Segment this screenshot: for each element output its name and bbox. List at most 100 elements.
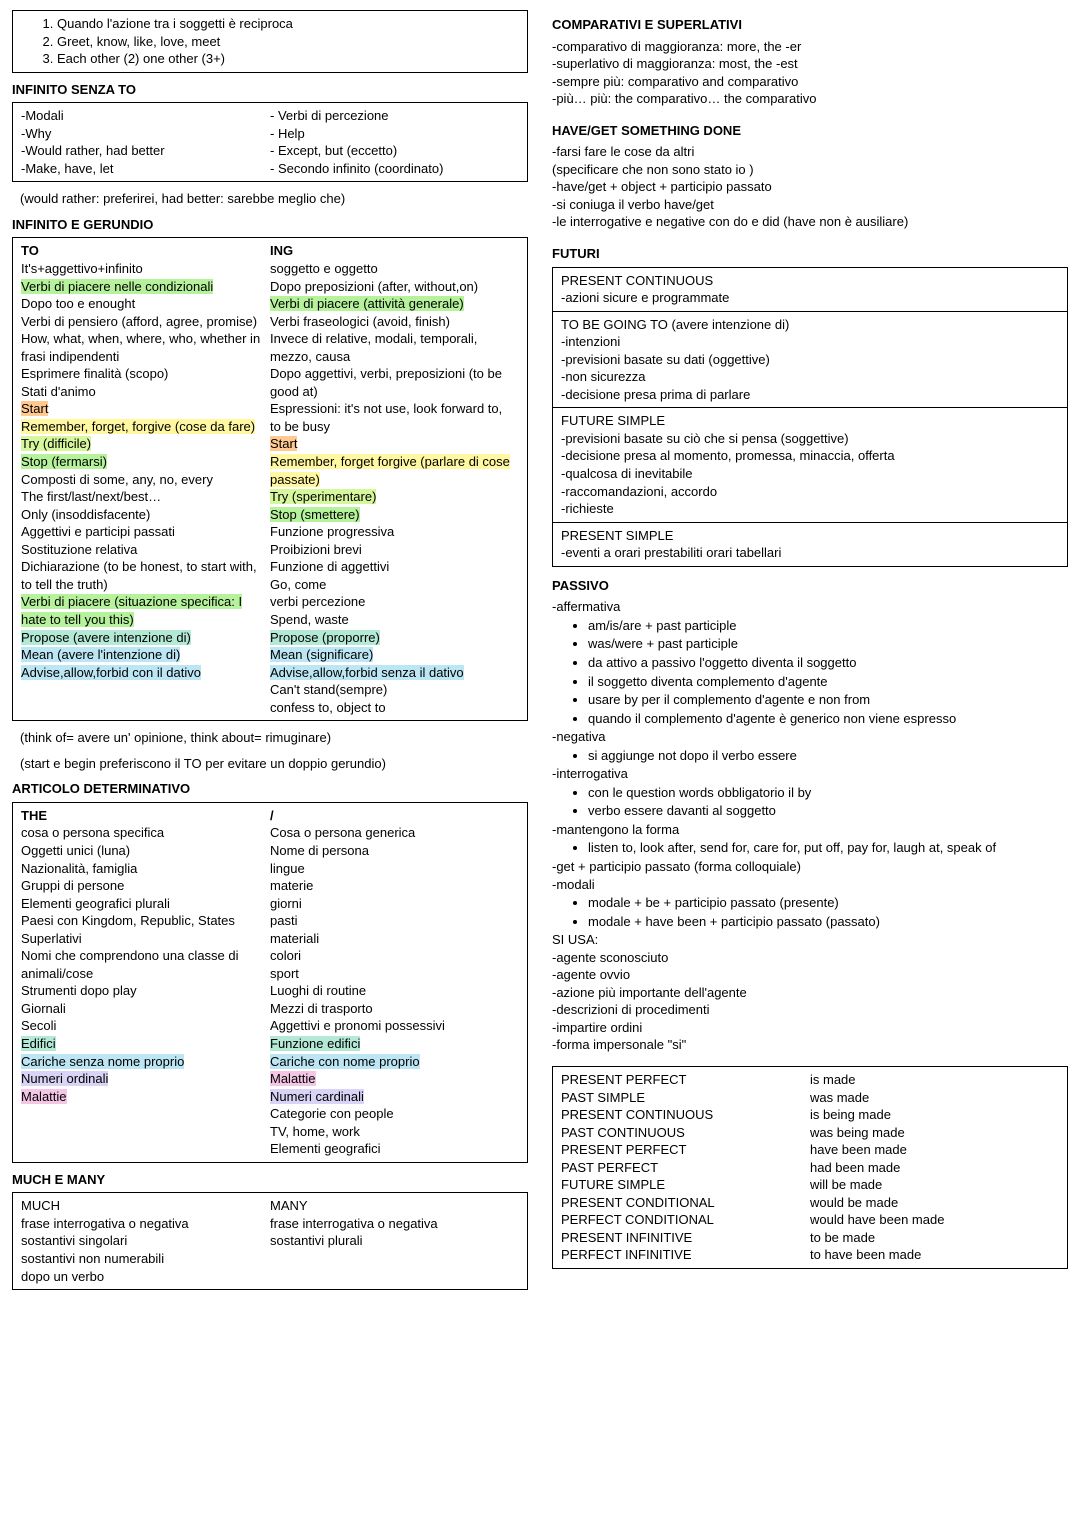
text: FUTURE SIMPLE — [561, 412, 1059, 430]
text: FUTURE SIMPLE — [561, 1176, 804, 1194]
text: lingue — [270, 860, 513, 878]
text: Proibizioni brevi — [270, 541, 513, 559]
text: PAST SIMPLE — [561, 1089, 804, 1107]
list-item: con le question words obbligatorio il by — [588, 784, 1068, 802]
list-item: quando il complemento d'agente è generic… — [588, 710, 1068, 728]
text: was made — [810, 1089, 1053, 1107]
text: will be made — [810, 1176, 1053, 1194]
text: Stati d'animo — [21, 383, 264, 401]
text: The first/last/next/best… — [21, 488, 264, 506]
text: PRESENT SIMPLE — [561, 527, 1059, 545]
text: Go, come — [270, 576, 513, 594]
slash-head: / — [270, 807, 513, 825]
text: -intenzioni — [561, 333, 1059, 351]
highlighted-text: Mean (avere l'intenzione di) — [21, 647, 180, 662]
text: Dopo too e enought — [21, 295, 264, 313]
text: How, what, when, where, who, whether in … — [21, 330, 264, 365]
inf-senza-to-note: (would rather: preferirei, had better: s… — [20, 190, 528, 208]
text: -le interrogative e negative con do e di… — [552, 213, 1068, 231]
list-item: da attivo a passivo l'oggetto diventa il… — [588, 654, 1068, 672]
text: would be made — [810, 1194, 1053, 1212]
text: - Help — [270, 125, 513, 143]
many-head: MANY — [270, 1197, 513, 1215]
list-item: Each other (2) one other (3+) — [57, 50, 519, 68]
text: -azione più importante dell'agente — [552, 984, 1068, 1002]
text: -negativa — [552, 728, 1068, 746]
text: to be made — [810, 1229, 1053, 1247]
text: Dopo aggettivi, verbi, preposizioni (to … — [270, 365, 513, 400]
infinito-senza-to-title: INFINITO SENZA TO — [12, 81, 528, 99]
int-list: con le question words obbligatorio il by… — [552, 784, 1068, 820]
list-item: modale + have been + participio passato … — [588, 913, 1068, 931]
highlighted-text: Verbi di piacere nelle condizionali — [21, 279, 213, 294]
highlighted-text: Malattie — [270, 1071, 316, 1086]
comp-sup-block: -comparativo di maggioranza: more, the -… — [552, 38, 1068, 108]
text: Secoli — [21, 1017, 264, 1035]
text: -più… più: the comparativo… the comparat… — [552, 90, 1068, 108]
list-item: verbo essere davanti al soggetto — [588, 802, 1068, 820]
text: -previsioni basate su dati (oggettive) — [561, 351, 1059, 369]
inf-senza-to-right: - Verbi di percezione - Help - Except, b… — [270, 107, 519, 177]
text: frase interrogativa o negativa — [21, 1215, 264, 1233]
many-column: MANY frase interrogativa o negativa sost… — [270, 1197, 519, 1285]
none-column: / Cosa o persona genericaNome di persona… — [270, 807, 519, 1158]
text: PRESENT CONTINUOUS — [561, 272, 1059, 290]
text: Nomi che comprendono una classe di anima… — [21, 947, 264, 982]
text: PRESENT PERFECT — [561, 1141, 804, 1159]
text: Dichiarazione (to be honest, to start wi… — [21, 558, 264, 593]
text: have been made — [810, 1141, 1053, 1159]
infger-note1: (think of= avere un' opinione, think abo… — [20, 729, 528, 747]
text: -decisione presa prima di parlare — [561, 386, 1059, 404]
infinito-senza-to-box: -Modali -Why -Would rather, had better -… — [12, 102, 528, 182]
highlighted-text: Advise,allow,forbid senza il dativo — [270, 665, 464, 680]
futuri-block: TO BE GOING TO (avere intenzione di)-int… — [552, 311, 1068, 408]
text: - Except, but (eccetto) — [270, 142, 513, 160]
text: -forma impersonale "si" — [552, 1036, 1068, 1054]
text: -get + participio passato (forma colloqu… — [552, 858, 1068, 876]
to-head: TO — [21, 242, 264, 260]
text: materie — [270, 877, 513, 895]
text: Mezzi di trasporto — [270, 1000, 513, 1018]
text: Oggetti unici (luna) — [21, 842, 264, 860]
text: PRESENT INFINITIVE — [561, 1229, 804, 1247]
text: is made — [810, 1071, 1053, 1089]
haveget-block: -farsi fare le cose da altri (specificar… — [552, 143, 1068, 231]
highlighted-text: Numeri ordinali — [21, 1071, 108, 1086]
text: dopo un verbo — [21, 1268, 264, 1286]
neg-list: si aggiunge not dopo il verbo essere — [552, 747, 1068, 765]
text: -farsi fare le cose da altri — [552, 143, 1068, 161]
text: verbi percezione — [270, 593, 513, 611]
text: -interrogativa — [552, 765, 1068, 783]
text: -Modali — [21, 107, 264, 125]
text: -modali — [552, 876, 1068, 894]
text: Invece di relative, modali, temporali, m… — [270, 330, 513, 365]
infger-note2: (start e begin preferiscono il TO per ev… — [20, 755, 528, 773]
text: (specificare che non sono stato io ) — [552, 161, 1068, 179]
passivo-title: PASSIVO — [552, 577, 1068, 595]
text: -raccomandazioni, accordo — [561, 483, 1059, 501]
text: sostantivi plurali — [270, 1232, 513, 1250]
highlighted-text: Propose (avere intenzione di) — [21, 630, 191, 645]
text: -descrizioni di procedimenti — [552, 1001, 1068, 1019]
text: is being made — [810, 1106, 1053, 1124]
inf-senza-to-left: -Modali -Why -Would rather, had better -… — [21, 107, 270, 177]
text: Elementi geografici — [270, 1140, 513, 1158]
futuri-block: PRESENT SIMPLE-eventi a orari prestabili… — [552, 522, 1068, 567]
text: -qualcosa di inevitabile — [561, 465, 1059, 483]
right-column: COMPARATIVI E SUPERLATIVI -comparativo d… — [552, 10, 1068, 1298]
text: confess to, object to — [270, 699, 513, 717]
haveget-title: HAVE/GET SOMETHING DONE — [552, 122, 1068, 140]
text: Funzione di aggettivi — [270, 558, 513, 576]
text: -eventi a orari prestabiliti orari tabel… — [561, 544, 1059, 562]
text: frase interrogativa o negativa — [270, 1215, 513, 1233]
text: PERFECT INFINITIVE — [561, 1246, 804, 1264]
text: Verbi fraseologici (avoid, finish) — [270, 313, 513, 331]
text: Espressioni: it's not use, look forward … — [270, 400, 513, 435]
to-list: It's+aggettivo+infinitoVerbi di piacere … — [21, 260, 264, 681]
highlighted-text: Cariche senza nome proprio — [21, 1054, 184, 1069]
highlighted-text: Propose (proporre) — [270, 630, 380, 645]
text: -richieste — [561, 500, 1059, 518]
text: sport — [270, 965, 513, 983]
passivo-block: -affermativa am/is/are + past participle… — [552, 598, 1068, 1054]
text: -si coniuga il verbo have/get — [552, 196, 1068, 214]
